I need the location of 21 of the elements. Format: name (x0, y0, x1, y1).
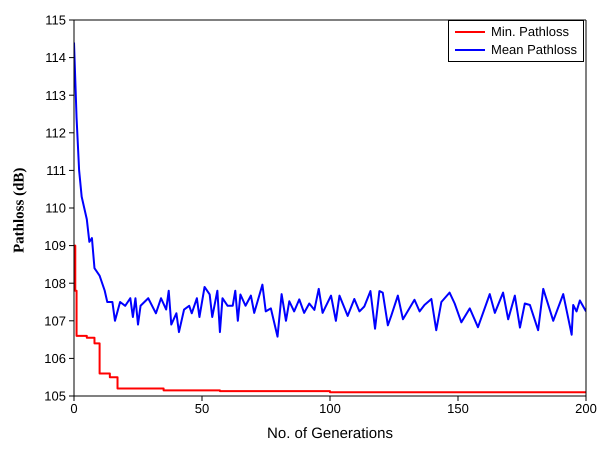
y-tick-label: 105 (44, 388, 66, 404)
x-tick-label: 50 (194, 401, 210, 416)
y-axis-title: Pathloss (dB) (11, 168, 28, 253)
x-tick-label: 100 (319, 401, 341, 416)
x-tick-label: 150 (447, 401, 469, 416)
y-tick-label: 110 (45, 200, 66, 216)
legend-label: Min. Pathloss (491, 23, 570, 41)
y-tick-label: 107 (44, 313, 66, 328)
x-axis-title: No. of Generations (267, 425, 393, 442)
x-tick-label: 200 (575, 401, 597, 416)
y-tick-label: 111 (46, 163, 66, 178)
x-tick-label: 0 (70, 401, 78, 416)
y-tick-label: 109 (44, 238, 66, 254)
y-tick-label: 113 (45, 88, 66, 103)
line-series (74, 42, 586, 338)
y-tick-label: 114 (45, 50, 66, 66)
y-tick-label: 112 (45, 125, 66, 140)
legend-label: Mean Pathloss (491, 41, 577, 59)
y-tick-label: 108 (44, 276, 66, 291)
y-tick-label: 106 (44, 351, 66, 366)
y-tick-label: 115 (45, 12, 66, 28)
